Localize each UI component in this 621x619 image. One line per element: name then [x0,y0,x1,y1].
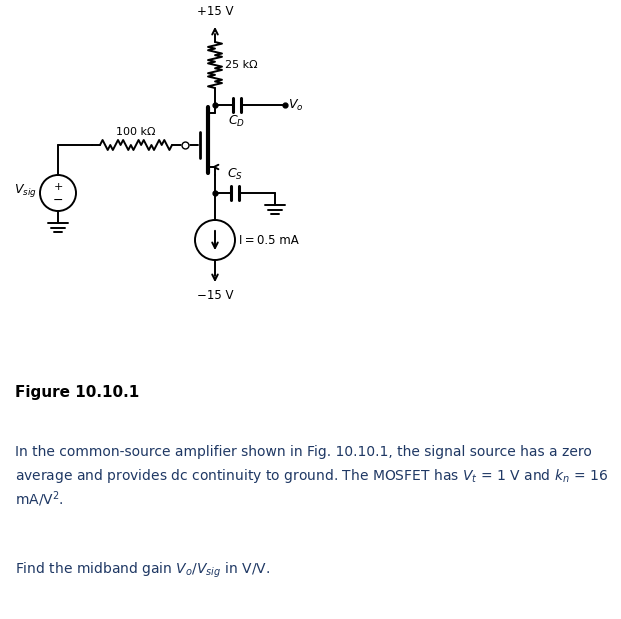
Text: −: − [53,194,63,207]
Text: In the common-source amplifier shown in Fig. 10.10.1, the signal source has a ze: In the common-source amplifier shown in … [15,445,592,459]
Text: +: + [53,182,63,192]
Text: $V_{sig}$: $V_{sig}$ [14,183,37,199]
Text: mA/V$^2$.: mA/V$^2$. [15,489,64,509]
Text: 100 kΩ: 100 kΩ [116,127,156,137]
Text: $V_o$: $V_o$ [288,97,304,113]
Text: −15 V: −15 V [197,289,233,302]
Text: Figure 10.10.1: Figure 10.10.1 [15,385,139,400]
Text: 25 kΩ: 25 kΩ [225,60,258,70]
Text: $C_S$: $C_S$ [227,167,243,182]
Text: I = 0.5 mA: I = 0.5 mA [239,233,299,246]
Text: Find the midband gain $V_o$/$V_{sig}$ in V/V.: Find the midband gain $V_o$/$V_{sig}$ in… [15,561,270,580]
Text: average and provides dc continuity to ground. The MOSFET has $V_t$ = 1 V and $k_: average and provides dc continuity to gr… [15,467,608,485]
Text: $C_D$: $C_D$ [229,114,245,129]
Text: +15 V: +15 V [197,5,233,18]
